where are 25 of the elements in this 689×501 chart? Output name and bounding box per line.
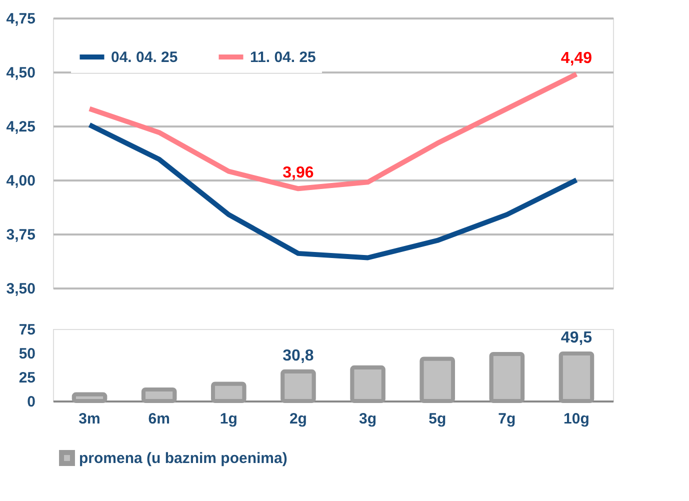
legend-label: 04. 04. 25	[111, 49, 178, 66]
x-tick-label: 1g	[220, 410, 238, 428]
x-tick-label: 3g	[359, 410, 377, 428]
y-tick-label: 4,75	[6, 10, 36, 28]
data-label: 3,96	[282, 164, 314, 182]
x-tick-label: 6m	[148, 410, 170, 428]
y-tick-label: 50	[18, 346, 36, 362]
y-tick-label: 0	[27, 394, 36, 410]
y-tick-label: 4,50	[6, 64, 36, 82]
y-tick-label: 4,25	[6, 118, 36, 136]
y-tick-label: 75	[18, 322, 36, 338]
y-tick-label: 25	[18, 370, 36, 386]
x-tick-label: 10g	[564, 410, 590, 428]
x-tick-label: 2g	[289, 410, 307, 428]
data-label: 30,8	[282, 347, 314, 364]
y-tick-label: 4,00	[6, 172, 36, 190]
y-tick-label: 3,75	[6, 226, 36, 244]
legend-label: 11. 04. 25	[250, 49, 316, 66]
x-tick-label: 7g	[498, 410, 516, 428]
data-label: 4,49	[560, 50, 592, 68]
data-label: 49,5	[560, 329, 592, 346]
y-tick-label: 3,50	[6, 280, 36, 298]
legend-label: promena (u baznim poenima)	[79, 450, 288, 467]
x-tick-label: 5g	[428, 410, 446, 428]
x-tick-label: 3m	[78, 410, 100, 428]
